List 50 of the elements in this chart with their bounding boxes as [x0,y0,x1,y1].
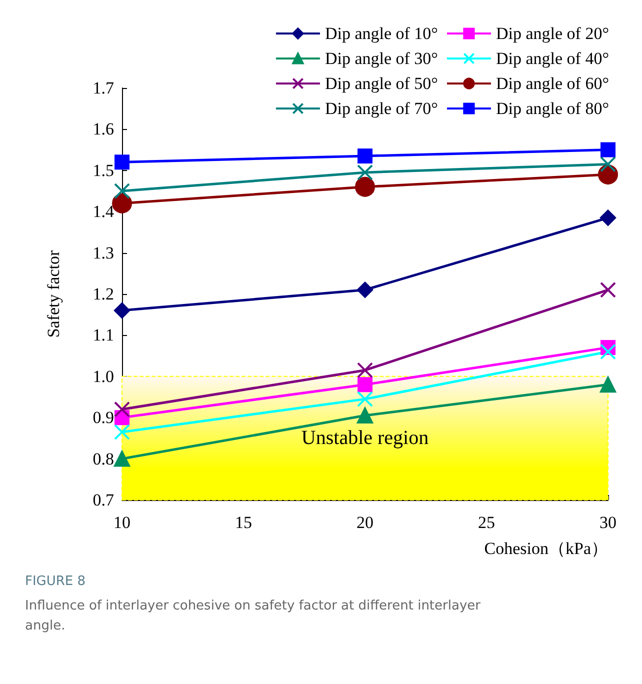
point [600,344,616,360]
x-tick-label: 25 [478,513,495,532]
y-axis-title: Safety factor [44,250,63,338]
legend-label: Dip angle of 10° [324,24,438,43]
y-tick-label: 1.2 [92,284,114,304]
point [357,391,373,408]
y-tick-label: 1.3 [92,243,114,262]
legend-label: Dip angle of 20° [496,24,610,43]
x-tick-label: 20 [356,513,374,532]
text: FIGURE 8 [25,574,86,589]
y-tick-label: 1.7 [92,78,114,98]
legend-label: Dip angle of 60° [496,74,610,93]
point [357,408,373,424]
y-tick-label: 0.8 [92,449,114,468]
legend-label: Dip angle of 80° [496,99,610,118]
band-label: Unstable region [301,427,429,450]
y-tick-label: 1.5 [92,160,114,180]
point [600,282,616,298]
y-tick-label: 1.4 [92,202,114,222]
text: Influence of interlayer cohesive on safety factor at different interlayer angle. [25,598,485,634]
point [600,210,616,226]
point [355,176,375,197]
point [114,183,130,199]
x-tick-label: 30 [600,513,616,532]
point [357,282,373,298]
point [600,156,616,172]
point [358,148,372,164]
point [112,193,132,214]
x-tick-label: 15 [235,513,252,532]
y-tick-label: 1.1 [92,326,114,345]
legend-label: Dip angle of 40° [496,49,610,68]
point [114,302,130,318]
point [358,377,372,392]
point [114,424,130,440]
x-axis-title: Cohesion（kPa） [484,539,608,558]
y-tick-label: 1.0 [92,366,114,386]
point [114,401,130,418]
legend-label: Dip angle of 50° [324,74,438,93]
point [600,142,616,158]
point [600,376,616,393]
y-tick-label: 0.9 [92,408,114,428]
point [114,154,130,170]
point [357,362,373,378]
legend-label: Dip angle of 30° [324,49,438,68]
point [357,164,373,180]
y-tick-label: 0.7 [92,490,114,510]
x-tick-label: 10 [114,513,130,532]
point [114,450,130,467]
legend-label: Dip angle of 70° [324,99,438,118]
y-tick-label: 1.6 [92,120,114,139]
